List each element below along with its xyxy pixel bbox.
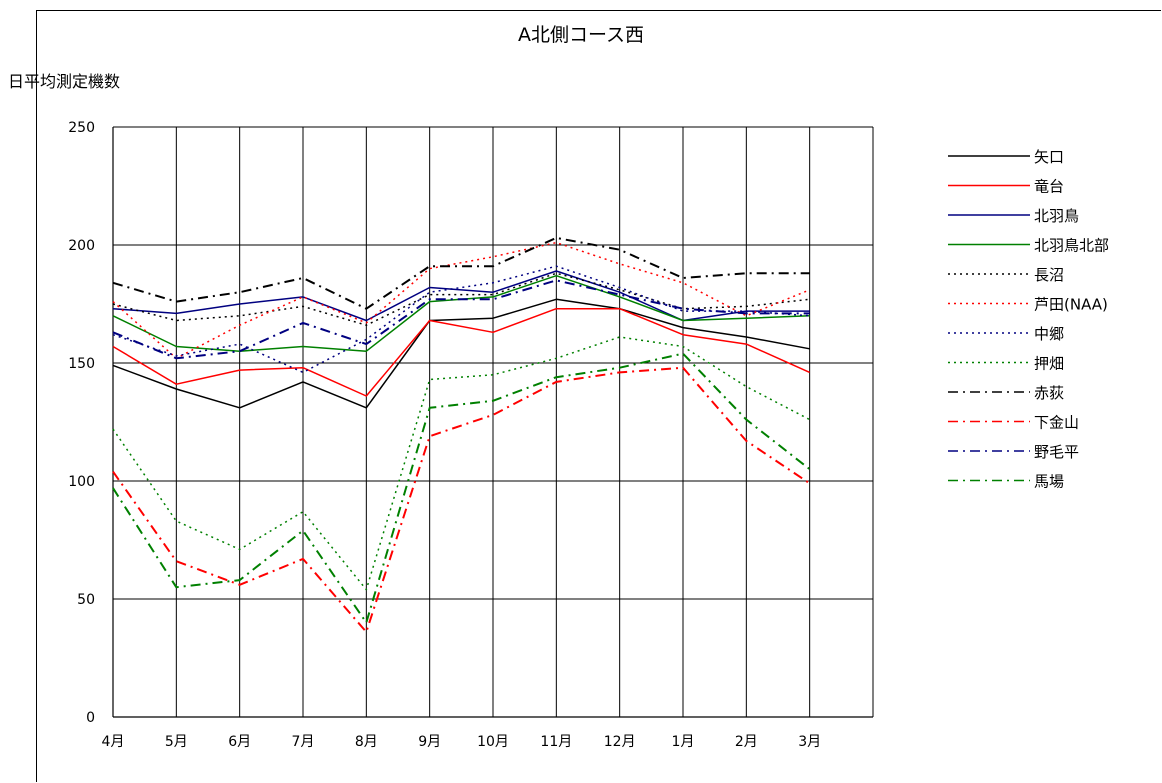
legend-entry: 北羽鳥 <box>1034 207 1079 225</box>
legend-entry: 北羽鳥北部 <box>1034 237 1109 255</box>
chart-frame <box>36 10 1161 782</box>
legend-entry: 中郷 <box>1034 325 1064 343</box>
y-tick-label: 200 <box>68 238 95 254</box>
series-line-11 <box>112 279 810 360</box>
x-tick-label: 1月 <box>672 734 695 750</box>
y-tick-label: 0 <box>86 710 95 726</box>
series-line-9 <box>112 236 810 310</box>
series-line-7 <box>112 265 810 374</box>
x-tick-label: 2月 <box>735 734 758 750</box>
legend-entry: 押畑 <box>1034 355 1064 373</box>
series-line-10 <box>112 366 811 633</box>
legend-entry: 竜台 <box>1034 178 1064 196</box>
legend-entry: 芦田(NAA) <box>1034 296 1108 314</box>
series-line-1 <box>112 298 810 409</box>
series-line-5 <box>112 272 810 326</box>
x-tick-label: 10月 <box>477 734 509 750</box>
legend-entry: 長沼 <box>1034 266 1064 284</box>
grid-lines <box>112 126 874 718</box>
x-tick-label: 7月 <box>292 734 315 750</box>
legend-entry: 矢口 <box>1034 148 1064 166</box>
y-tick-label: 50 <box>77 592 95 608</box>
series-line-3 <box>112 270 810 322</box>
legend-entry: 野毛平 <box>1034 443 1079 461</box>
series-line-4 <box>112 274 810 352</box>
y-tick-label: 250 <box>68 120 95 136</box>
series-line-2 <box>112 307 811 397</box>
series-line-12 <box>112 352 811 624</box>
legend-entry: 赤荻 <box>1034 384 1064 402</box>
x-tick-label: 3月 <box>798 734 821 750</box>
y-tick-label: 150 <box>68 356 95 372</box>
series-line-8 <box>112 336 811 591</box>
x-tick-label: 11月 <box>540 734 572 750</box>
legend-entry: 下金山 <box>1034 414 1079 432</box>
y-axis-label: 日平均測定機数 <box>8 72 121 91</box>
x-tick-label: 9月 <box>418 734 441 750</box>
x-tick-label: 6月 <box>228 734 251 750</box>
x-tick-label: 4月 <box>102 734 125 750</box>
x-tick-label: 12月 <box>604 734 636 750</box>
y-tick-label: 100 <box>68 474 95 490</box>
chart-title: A北側コース西 <box>517 24 645 46</box>
legend-entry: 馬場 <box>1034 473 1064 491</box>
x-tick-label: 5月 <box>165 734 188 750</box>
x-tick-label: 8月 <box>355 734 378 750</box>
series-line-6 <box>112 241 810 360</box>
